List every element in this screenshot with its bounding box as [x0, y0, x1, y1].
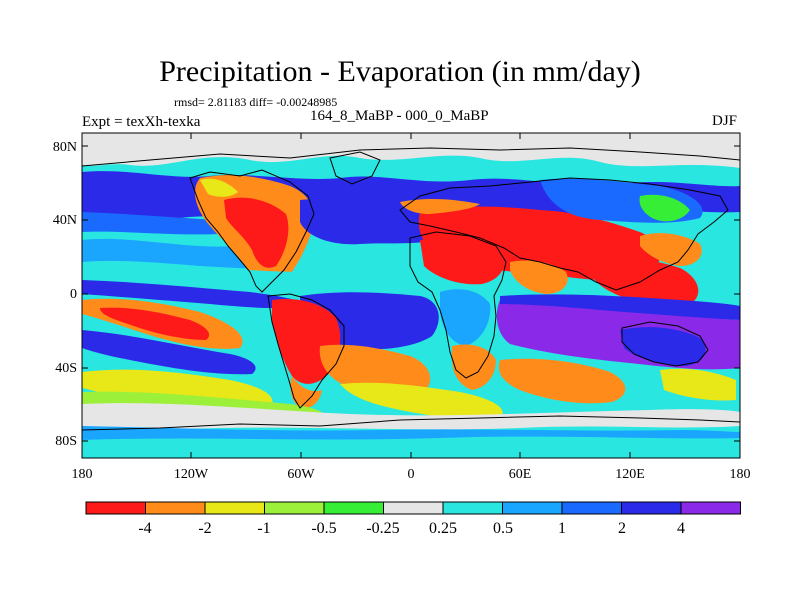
x-tick-label: 60W: [287, 467, 315, 482]
y-tick-label: 0: [70, 287, 77, 302]
north-america-yellow: [200, 178, 238, 197]
precip-evap-field: [82, 133, 740, 458]
atlantic-north-blue: [300, 198, 444, 245]
colorbar-box: [85, 501, 146, 515]
colorbar-label: -1: [257, 520, 271, 537]
axis-ticks: [81, 133, 741, 458]
africa-south-orange: [452, 344, 496, 390]
experiment-label: Expt = texXh-texka: [82, 114, 201, 130]
colorbar-label: 0.25: [429, 520, 457, 537]
y-tick-label: 40S: [55, 361, 77, 376]
indian-ocean-blue: [500, 294, 740, 320]
pacific-tropic-red: [100, 307, 210, 340]
colorbar-label: -2: [198, 520, 212, 537]
x-tick-label: 120E: [615, 467, 645, 482]
south-ocean-gray: [82, 403, 740, 430]
africa-north-red: [420, 238, 504, 285]
south-america-orange-rim: [290, 376, 322, 409]
colorbar-box: [621, 501, 682, 515]
rmsd-diff-stats: rmsd= 2.81183 diff= -0.00248985: [174, 95, 338, 109]
x-tick-label: 120W: [173, 467, 209, 482]
north-america-red: [224, 197, 289, 268]
colorbar-box: [323, 501, 384, 515]
colorbar: [85, 501, 741, 515]
antarctic-cyan: [82, 436, 740, 458]
colorbar-box: [145, 501, 206, 515]
pacific-tropic-blue: [82, 330, 256, 375]
australia-blue: [620, 327, 706, 366]
arctic-gray: [82, 133, 740, 168]
colorbar-label: 0.5: [493, 520, 513, 537]
y-tick-label: 40N: [52, 213, 77, 228]
colorbar-box: [442, 501, 503, 515]
experiment-subtitle: 164_8_MaBP - 000_0_MaBP: [310, 108, 489, 124]
colorbar-box: [264, 501, 325, 515]
coast-africa: [409, 231, 507, 379]
coast-greenland: [329, 151, 381, 185]
y-tick-label: 80N: [52, 140, 77, 155]
south-indian-orange: [498, 358, 626, 404]
south-atlantic-orange: [319, 344, 431, 395]
china-orange: [640, 233, 702, 266]
x-tick-label: 180: [71, 467, 93, 482]
coast-eurasia: [399, 177, 729, 291]
colorbar-label: -0.25: [366, 520, 400, 537]
x-tick-label: 60E: [508, 467, 532, 482]
coast-antarctica: [82, 415, 740, 431]
coast-arctic: [82, 147, 740, 167]
colorbar-box: [561, 501, 622, 515]
itcz-blue-west: [82, 280, 312, 309]
colorbar-box: [383, 501, 444, 515]
colorbar-box: [502, 501, 563, 515]
asia-green-east: [639, 194, 690, 222]
x-tick-label: 180: [729, 467, 751, 482]
subtropic-blue-west: [82, 238, 270, 269]
x-tick-label: 0: [407, 467, 415, 482]
chart-title: Precipitation - Evaporation (in mm/day): [159, 55, 641, 88]
colorbar-label: 2: [618, 520, 626, 537]
arabia-orange: [510, 260, 568, 294]
coast-north-america: [189, 169, 315, 293]
colorbar-box: [204, 501, 265, 515]
colorbar-label: 1: [558, 520, 566, 537]
colorbar-label: -0.5: [311, 520, 337, 537]
india-seasia-red: [589, 258, 699, 307]
australia-south-yellow: [660, 368, 736, 401]
y-tick-label: 80S: [55, 434, 77, 449]
season-label: DJF: [712, 113, 738, 129]
south-atlantic-yellow: [340, 382, 503, 420]
eurasia-orange-edge: [400, 198, 480, 214]
coastlines: [82, 147, 740, 431]
colorbar-label: -4: [138, 520, 152, 537]
africa-central-cyan: [440, 289, 491, 346]
coast-south-america: [267, 293, 345, 409]
colorbar-box: [680, 501, 741, 515]
coast-australia: [621, 321, 709, 367]
colorbar-label: 4: [677, 520, 685, 537]
